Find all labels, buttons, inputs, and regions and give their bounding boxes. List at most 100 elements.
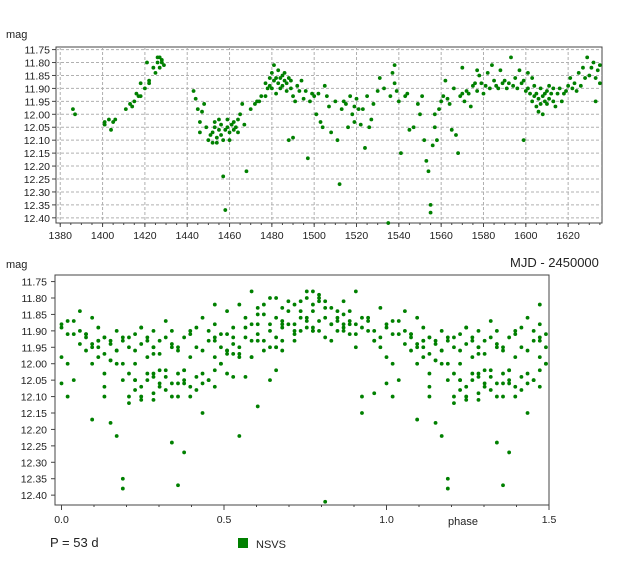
phased-point [494,328,499,333]
phased-point [507,335,512,340]
phased-point [120,378,125,383]
time-series-y-tick-label: 11.95 [25,96,51,108]
time-series-point [231,127,236,132]
time-series-point [597,63,602,68]
phased-point [108,338,113,343]
time-series-point [519,81,524,86]
time-series-point [403,94,408,99]
time-series-point [498,68,503,73]
time-series-point [289,86,293,91]
time-series-point [295,83,300,88]
phased-point [433,358,438,363]
phased-point [476,397,481,402]
phased-point [182,335,187,340]
phased-point [360,394,364,399]
time-series-point [536,109,541,114]
time-series-point [367,125,372,130]
time-series-point [555,91,560,96]
time-series-y-tick-label: 11.85 [25,70,51,82]
time-series-point [411,125,416,130]
phased-y-tick-label: 12.25 [21,441,47,453]
phased-point [206,378,211,383]
time-series-point [159,58,164,62]
phased-point [188,332,193,337]
time-series-point [229,122,234,127]
phased-point [537,384,542,389]
time-series-point [219,122,223,127]
phased-point [470,355,475,360]
time-series-point [134,91,139,96]
phased-point [439,361,444,366]
phased-point [415,315,420,320]
time-series-point [240,102,245,106]
time-series-point [542,91,547,96]
time-series-point [432,112,437,117]
phased-point [151,345,156,350]
phased-point [280,305,285,310]
phased-point [390,361,395,366]
phased-point [317,296,321,300]
time-series-point [377,76,382,80]
time-series-point [485,70,490,75]
phased-point [341,299,346,304]
phased-point [488,319,493,323]
phased-point [304,325,309,330]
time-series-point [511,83,516,88]
phased-point [133,332,137,337]
time-series-point [113,117,118,122]
phased-point [151,374,156,379]
time-series-point [506,81,511,86]
time-series-point [574,89,579,93]
phased-point [169,381,174,386]
time-series-point [333,99,338,104]
phased-point [59,322,64,327]
time-series-point [547,96,551,101]
phased-point [347,319,352,323]
phased-point [353,289,358,294]
phased-point [59,325,64,330]
phased-point [372,391,377,396]
phased-point [317,299,321,304]
phased-point [494,394,499,399]
time-series-point [109,127,113,132]
time-series-point [217,117,221,122]
phased-point [421,345,426,350]
phased-point [476,371,481,376]
time-series-point [269,70,274,75]
phased-point [292,338,297,343]
phased-point [427,335,432,340]
phased-point [188,328,193,333]
phased-point [482,351,487,356]
time-series-point [581,65,585,70]
time-series-point [327,104,331,109]
phased-point [304,289,309,294]
phased-point [482,384,487,389]
phased-y-tick-label: 11.80 [22,293,48,305]
time-series-point [382,86,386,91]
phased-point [280,338,285,343]
time-series-y-tick-label: 12.00 [24,109,50,121]
time-series-point [350,112,355,117]
time-series-point [593,99,598,104]
phased-point [243,335,248,340]
time-series-point [191,89,196,93]
phased-point [464,397,469,402]
phased-point [114,328,119,333]
phased-point [59,381,64,386]
phased-point [470,338,475,343]
phased-point [396,378,401,383]
phased-point [84,348,88,353]
phased-point [84,335,88,340]
time-series-point [299,78,304,83]
phased-point [249,322,254,327]
phased-point [65,332,70,337]
phased-point [176,345,180,350]
phased-point [335,328,340,333]
time-series-point [578,83,583,88]
phased-point [396,319,401,323]
phased-point [476,374,481,379]
legend: NSVS [238,538,286,551]
phased-point [212,302,217,307]
phased-point [298,309,303,314]
phased-point [507,450,512,455]
